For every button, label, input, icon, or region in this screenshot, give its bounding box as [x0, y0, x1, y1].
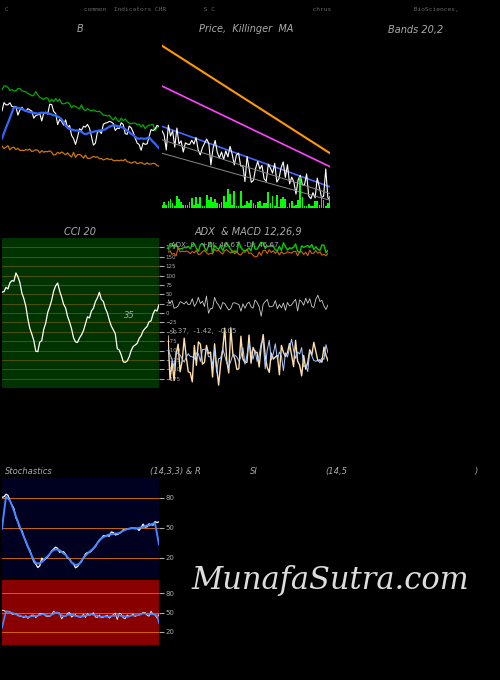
Bar	[189, 202, 190, 208]
Bar	[248, 203, 250, 208]
Bar	[229, 194, 231, 208]
Bar	[293, 206, 294, 208]
Bar	[227, 189, 229, 208]
Bar	[174, 206, 176, 208]
Text: (14,3,3) & R: (14,3,3) & R	[150, 467, 201, 476]
Text: 35: 35	[124, 311, 135, 320]
Bar	[306, 205, 308, 208]
Bar	[288, 203, 290, 208]
Bar	[276, 195, 278, 208]
Bar	[284, 199, 286, 208]
Bar	[182, 205, 184, 208]
Bar	[200, 197, 201, 208]
Bar	[184, 205, 186, 208]
Bar	[236, 206, 238, 208]
Text: ADX: 0   +DI: 46.67  -DI: 46.67: ADX: 0 +DI: 46.67 -DI: 46.67	[171, 242, 278, 248]
Bar	[164, 203, 165, 208]
Bar	[314, 201, 316, 208]
Bar	[220, 201, 222, 208]
Bar	[298, 201, 299, 208]
Bar	[234, 192, 235, 208]
Bar	[329, 197, 331, 208]
Bar	[278, 207, 280, 208]
Bar	[238, 206, 240, 208]
Bar	[282, 197, 284, 208]
Bar	[310, 206, 312, 208]
Bar	[191, 198, 192, 208]
Text: Bands 20,2: Bands 20,2	[388, 24, 443, 35]
Bar	[218, 204, 220, 208]
Bar	[212, 203, 214, 208]
Bar	[240, 192, 242, 208]
Bar	[206, 195, 208, 208]
Bar	[259, 201, 260, 208]
Text: (14,5: (14,5	[325, 467, 347, 476]
Bar	[252, 203, 254, 208]
Bar	[210, 197, 212, 208]
Bar	[250, 200, 252, 208]
Text: 1.37,  -1.42,  -0.05: 1.37, -1.42, -0.05	[171, 328, 236, 334]
Bar	[318, 205, 320, 208]
Bar	[268, 192, 269, 208]
Bar	[223, 196, 224, 208]
Bar	[246, 201, 248, 208]
Bar	[195, 197, 197, 208]
Bar	[202, 206, 203, 208]
Text: MunafaSutra.com: MunafaSutra.com	[191, 564, 468, 596]
Bar	[272, 196, 274, 208]
Bar	[242, 206, 244, 208]
Bar	[244, 205, 246, 208]
Bar	[280, 199, 282, 208]
Bar	[170, 199, 172, 208]
Bar	[168, 201, 169, 208]
Text: ADX  & MACD 12,26,9: ADX & MACD 12,26,9	[194, 227, 302, 237]
Bar	[325, 207, 326, 208]
Bar	[172, 203, 174, 208]
Bar	[308, 204, 310, 208]
Bar	[291, 201, 292, 208]
Bar	[161, 205, 163, 208]
Bar	[193, 205, 194, 208]
Text: B: B	[77, 24, 84, 35]
Bar	[261, 206, 263, 208]
Bar	[312, 205, 314, 208]
Text: CCI 20: CCI 20	[64, 227, 96, 237]
Bar	[204, 206, 206, 208]
Text: C                    common  Indicators CHR          S C                        : C common Indicators CHR S C	[5, 7, 459, 12]
Bar	[295, 205, 297, 208]
Bar	[316, 201, 318, 208]
Bar	[257, 203, 258, 208]
Bar	[286, 207, 288, 208]
Bar	[198, 204, 199, 208]
Bar	[263, 203, 265, 208]
Bar	[180, 201, 182, 208]
Text: Stochastics: Stochastics	[5, 467, 53, 476]
Bar	[320, 196, 322, 208]
Bar	[270, 203, 272, 208]
Bar	[304, 206, 306, 208]
Bar	[266, 203, 267, 208]
Bar	[166, 205, 167, 208]
Bar	[216, 203, 218, 208]
Bar	[300, 177, 301, 208]
Text: SI: SI	[250, 467, 258, 476]
Bar	[302, 197, 303, 208]
Bar	[323, 200, 324, 208]
Text: ): )	[475, 467, 478, 476]
Bar	[274, 206, 276, 208]
Bar	[327, 203, 328, 208]
Bar	[214, 199, 216, 208]
Bar	[176, 196, 178, 208]
Bar	[178, 199, 180, 208]
Bar	[232, 205, 233, 208]
Text: Price,  Killinger  MA: Price, Killinger MA	[199, 24, 293, 35]
Bar	[208, 200, 210, 208]
Bar	[186, 205, 188, 208]
Bar	[254, 205, 256, 208]
Bar	[225, 202, 226, 208]
